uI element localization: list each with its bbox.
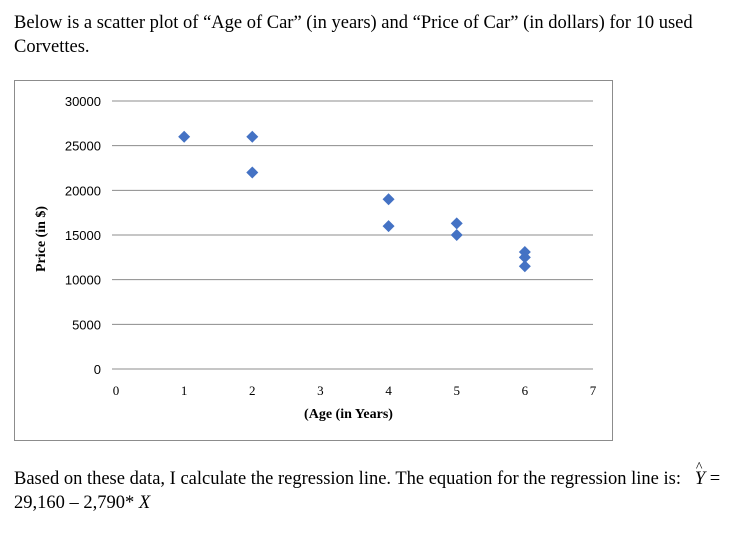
data-point: [382, 220, 395, 233]
y-tick-label: 30000: [65, 94, 101, 109]
data-point: [518, 251, 531, 264]
x-axis-title: (Age (in Years): [304, 407, 393, 422]
y-tick-label: 15000: [65, 228, 101, 243]
y-tick-labels: 0 5000 10000 15000 20000 25000 30000: [65, 94, 101, 377]
x-tick-label: 3: [317, 383, 324, 398]
y-tick-label: 5000: [72, 317, 101, 332]
y-tick-label: 0: [94, 362, 101, 377]
data-point: [246, 130, 259, 143]
x-tick-labels: 0 1 2 3 4 5 6 7: [113, 383, 597, 398]
equation-rhs: = 29,160 – 2,790*: [14, 469, 721, 513]
x-tick-label: 4: [385, 383, 392, 398]
data-point: [450, 229, 463, 241]
hat-symbol: ^: [695, 460, 703, 475]
x-symbol: X: [138, 493, 151, 513]
data-point: [518, 260, 531, 273]
data-point: [450, 217, 463, 230]
x-tick-label: 7: [590, 383, 597, 398]
x-tick-label: 0: [113, 383, 120, 398]
y-axis-title: Price (in $): [34, 206, 49, 272]
x-tick-label: 5: [453, 383, 460, 398]
data-point: [246, 166, 259, 179]
intro-text: Below is a scatter plot of “Age of Car” …: [14, 13, 693, 57]
data-point: [178, 130, 191, 143]
x-tick-label: 1: [181, 383, 188, 398]
y-tick-label: 20000: [65, 183, 101, 198]
y-symbol: Y: [694, 469, 706, 489]
y-hat-symbol: ^ Y: [694, 460, 706, 491]
data-points: [178, 130, 531, 273]
conclusion-sentence: Based on these data, I calculate the reg…: [14, 469, 681, 489]
data-point: [382, 193, 395, 206]
grid-lines: [112, 100, 593, 370]
y-tick-label: 25000: [65, 139, 101, 154]
conclusion-text: Based on these data, I calculate the reg…: [14, 460, 726, 515]
y-tick-label: 10000: [65, 273, 101, 288]
x-tick-label: 6: [522, 383, 529, 398]
x-tick-label: 2: [249, 383, 256, 398]
